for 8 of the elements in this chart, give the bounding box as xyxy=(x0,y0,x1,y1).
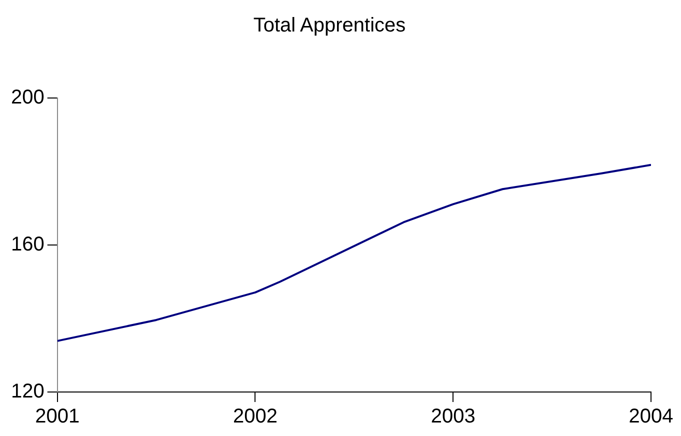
x-tick-label: 2003 xyxy=(430,406,476,428)
x-tick-label: 2001 xyxy=(35,406,80,428)
x-tick-label: 2004 xyxy=(628,406,674,428)
y-tick-label: 160 xyxy=(10,234,44,256)
y-tick-label: 120 xyxy=(10,380,44,403)
y-tick-label: 200 xyxy=(10,86,44,109)
x-tick-label: 2002 xyxy=(232,406,278,428)
chart-title: Total Apprentices xyxy=(253,14,406,37)
